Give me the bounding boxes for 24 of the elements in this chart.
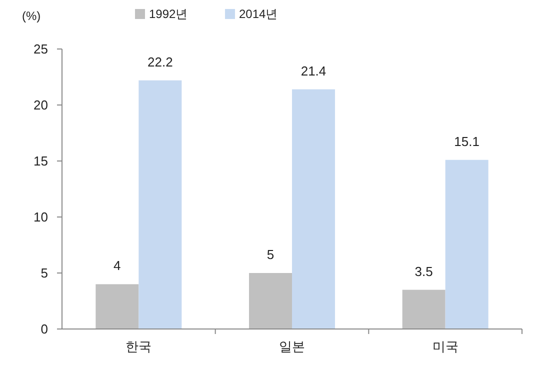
bar bbox=[445, 160, 488, 329]
y-tick-label: 20 bbox=[34, 98, 48, 113]
y-tick-label: 10 bbox=[34, 210, 48, 225]
bar bbox=[96, 284, 139, 329]
data-label: 21.4 bbox=[300, 63, 326, 78]
data-label: 3.5 bbox=[414, 264, 433, 279]
bar bbox=[402, 290, 446, 329]
x-tick-label: 일본 bbox=[279, 339, 305, 354]
y-tick-label: 5 bbox=[40, 266, 48, 281]
y-tick-label: 0 bbox=[40, 322, 48, 337]
bar bbox=[292, 89, 335, 329]
x-tick-label: 미국 bbox=[432, 339, 458, 354]
y-tick-label: 15 bbox=[34, 154, 48, 169]
y-axis-title: (%) bbox=[22, 9, 41, 23]
data-label: 5 bbox=[266, 247, 274, 262]
legend-label: 2014년 bbox=[239, 7, 278, 22]
y-tick-label: 25 bbox=[34, 42, 48, 57]
bar bbox=[138, 80, 182, 329]
bar bbox=[249, 273, 292, 329]
data-label: 15.1 bbox=[454, 134, 480, 149]
x-tick-label: 한국 bbox=[126, 339, 152, 354]
data-label: 4 bbox=[114, 258, 121, 274]
legend-label: 1992년 bbox=[149, 7, 188, 22]
data-label: 22.2 bbox=[148, 54, 173, 70]
